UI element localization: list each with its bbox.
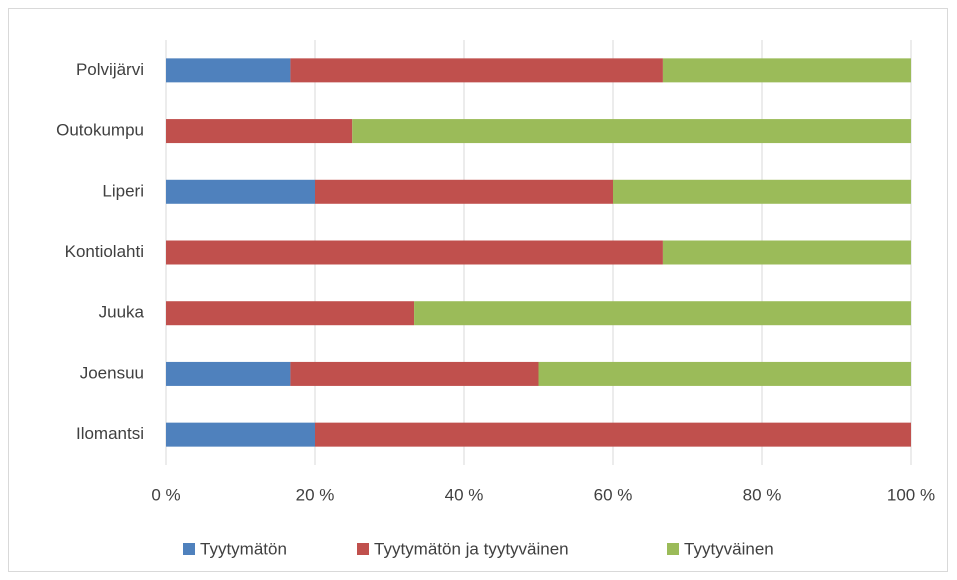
- bar-segment: [538, 361, 911, 386]
- chart-frame: [8, 8, 948, 572]
- bar-segment: [613, 179, 911, 204]
- y-tick-label: Joensuu: [80, 363, 144, 382]
- y-tick-label: Kontiolahti: [65, 242, 144, 261]
- bar-segment: [290, 361, 539, 386]
- legend-label: Tyytymätön: [200, 539, 287, 558]
- x-tick-label: 40 %: [445, 485, 484, 504]
- x-tick-label: 80 %: [743, 485, 782, 504]
- legend-swatch: [357, 543, 369, 555]
- legend-swatch: [183, 543, 195, 555]
- x-tick-label: 100 %: [887, 485, 935, 504]
- bar-segment: [315, 422, 911, 447]
- bar-segment: [352, 119, 911, 144]
- bar-segment: [315, 179, 613, 204]
- y-tick-label: Polvijärvi: [76, 60, 144, 79]
- legend-label: Tyytymätön ja tyytyväinen: [374, 539, 569, 558]
- bar-segment: [166, 119, 353, 144]
- bar-segment: [414, 301, 911, 326]
- legend-swatch: [667, 543, 679, 555]
- bar-segment: [166, 422, 315, 447]
- x-tick-label: 0 %: [151, 485, 180, 504]
- bar-segment: [166, 179, 315, 204]
- legend-label: Tyytyväinen: [684, 539, 774, 558]
- y-tick-label: Outokumpu: [56, 121, 144, 140]
- bar-segment: [166, 301, 415, 326]
- x-tick-label: 60 %: [594, 485, 633, 504]
- x-tick-label: 20 %: [296, 485, 335, 504]
- bar-segment: [662, 240, 911, 265]
- bar-segment: [166, 240, 663, 265]
- bar-segment: [166, 361, 291, 386]
- bar-segment: [290, 58, 663, 83]
- y-tick-label: Liperi: [102, 181, 144, 200]
- bar-segment: [662, 58, 911, 83]
- y-tick-label: Juuka: [99, 303, 145, 322]
- y-tick-label: Ilomantsi: [76, 424, 144, 443]
- bar-segment: [166, 58, 291, 83]
